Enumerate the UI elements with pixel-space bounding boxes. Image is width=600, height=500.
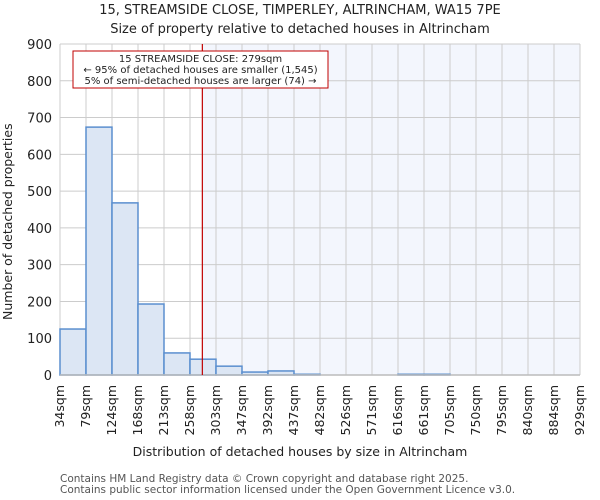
annotation-line-2: ← 95% of detached houses are smaller (1,… <box>83 65 317 76</box>
y-tick-label: 600 <box>27 148 52 163</box>
histogram-bar <box>111 202 139 376</box>
x-tick-label: 392sqm <box>260 385 275 435</box>
x-tick-label: 34sqm <box>52 385 67 428</box>
larger-region-shade <box>202 44 580 375</box>
x-tick-label: 616sqm <box>390 385 405 435</box>
annotation-line-1: 15 STREAMSIDE CLOSE: 279sqm <box>119 54 282 65</box>
chart-title: 15, STREAMSIDE CLOSE, TIMPERLEY, ALTRINC… <box>99 3 501 18</box>
footer-licence: Contains public sector information licen… <box>60 484 516 496</box>
x-tick-label: 79sqm <box>78 385 93 428</box>
x-tick-label: 482sqm <box>312 385 327 435</box>
histogram-bar <box>163 352 191 376</box>
x-tick-label: 705sqm <box>442 385 457 435</box>
x-tick-label: 526sqm <box>338 385 353 435</box>
y-tick-label: 500 <box>27 185 52 200</box>
y-tick-label: 300 <box>27 259 52 274</box>
y-tick-label: 0 <box>44 369 52 384</box>
y-tick-label: 700 <box>27 112 52 127</box>
histogram-bar <box>85 126 113 376</box>
y-axis-label: Number of detached properties <box>0 123 15 320</box>
x-tick-label: 437sqm <box>286 385 301 435</box>
x-tick-label: 884sqm <box>546 385 561 435</box>
annotation-line-3: 5% of semi-detached houses are larger (7… <box>84 76 316 87</box>
x-tick-label: 750sqm <box>468 385 483 435</box>
y-tick-label: 200 <box>27 295 52 310</box>
y-tick-label: 900 <box>27 38 52 53</box>
y-tick-label: 100 <box>27 332 52 347</box>
y-tick-label: 800 <box>27 75 52 90</box>
x-tick-label: 168sqm <box>130 385 145 435</box>
x-axis-label: Distribution of detached houses by size … <box>132 444 468 459</box>
x-tick-label: 571sqm <box>364 385 379 435</box>
histogram-bar <box>189 358 217 376</box>
x-tick-label: 929sqm <box>572 385 587 435</box>
x-tick-label: 258sqm <box>182 385 197 435</box>
x-tick-label: 213sqm <box>156 385 171 435</box>
x-tick-label: 840sqm <box>520 385 535 435</box>
x-tick-label: 795sqm <box>494 385 509 435</box>
x-tick-label: 347sqm <box>234 385 249 435</box>
chart-subtitle: Size of property relative to detached ho… <box>110 22 490 37</box>
histogram-bar <box>59 328 87 376</box>
x-tick-label: 124sqm <box>104 385 119 435</box>
histogram-bar <box>215 365 243 376</box>
annotation-box <box>72 50 329 89</box>
footer-copyright: Contains HM Land Registry data © Crown c… <box>60 473 469 485</box>
x-tick-label: 303sqm <box>208 385 223 435</box>
histogram-bar <box>137 303 165 376</box>
x-tick-label: 661sqm <box>416 385 431 435</box>
y-tick-label: 400 <box>27 222 52 237</box>
